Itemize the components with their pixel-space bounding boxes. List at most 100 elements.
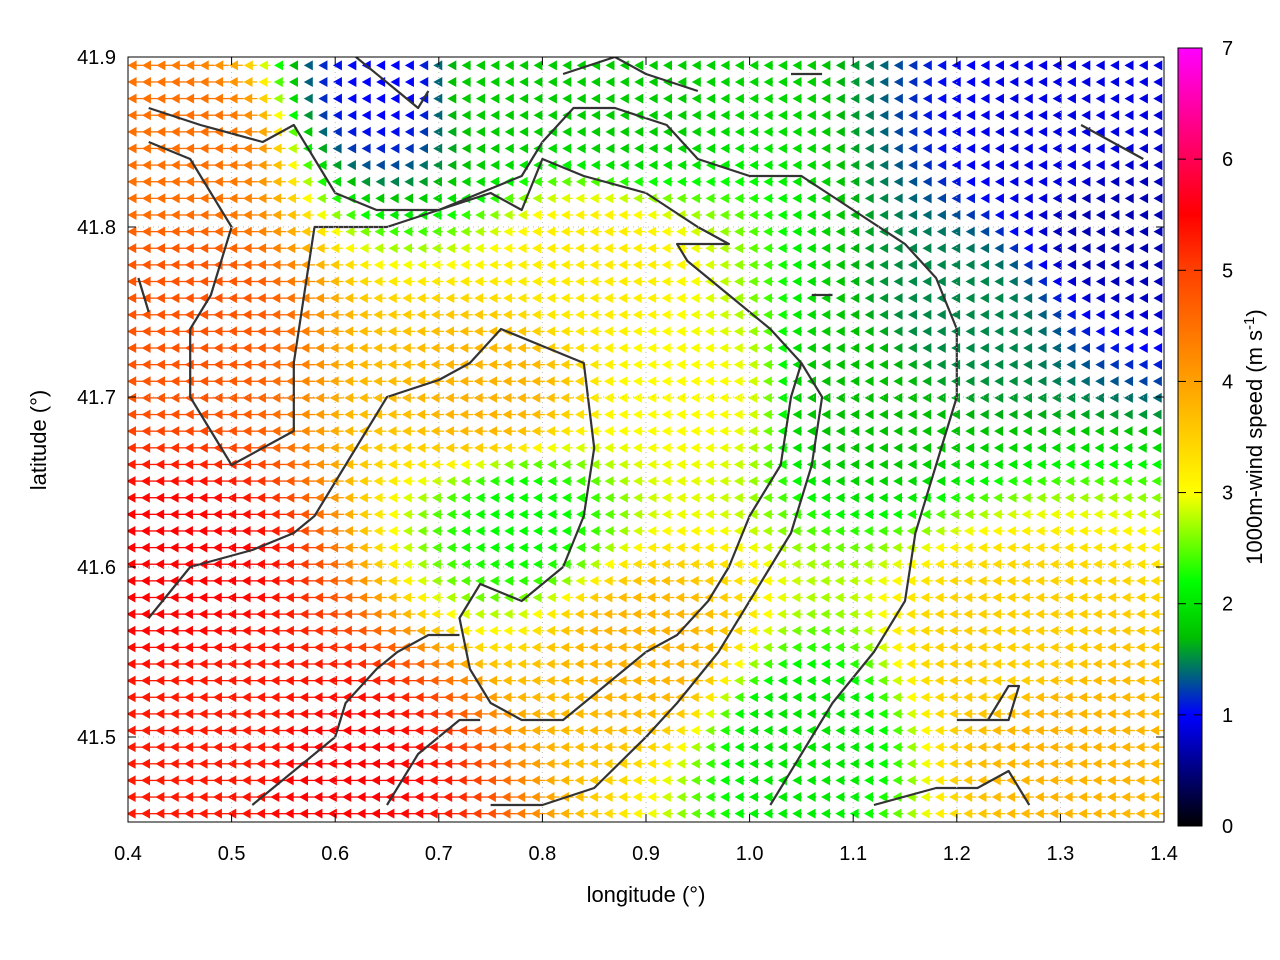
wind-vector — [892, 708, 904, 719]
wind-vector — [560, 692, 574, 703]
wind-vector — [646, 692, 661, 703]
x-tick-label: 0.5 — [218, 843, 246, 865]
wind-vector — [849, 758, 860, 769]
wind-vector — [878, 708, 889, 719]
wind-vector — [1078, 808, 1092, 819]
wind-vector — [1034, 692, 1049, 703]
wind-vector — [948, 758, 962, 769]
wind-vector — [863, 808, 875, 819]
wind-vector — [1135, 758, 1150, 769]
wind-vector — [777, 675, 788, 686]
wind-vector — [1006, 792, 1020, 803]
wind-vector — [603, 792, 617, 803]
wind-vector — [806, 675, 817, 686]
wind-vector — [820, 675, 831, 686]
wind-vector — [963, 708, 977, 719]
wind-vector — [444, 675, 460, 686]
y-tick-label: 41.6 — [77, 557, 116, 579]
wind-vector — [472, 758, 489, 769]
wind-vector — [516, 708, 531, 719]
wind-vector — [720, 725, 731, 736]
plot-background — [128, 57, 1164, 822]
wind-vector — [560, 675, 574, 686]
wind-vector — [720, 758, 731, 769]
wind-vector — [502, 692, 517, 703]
wind-vector — [906, 675, 919, 686]
wind-vector — [617, 742, 632, 753]
wind-vector — [763, 742, 774, 753]
wind-vector — [661, 792, 674, 803]
wind-vector — [763, 758, 774, 769]
wind-vector — [991, 708, 1006, 719]
wind-vector — [516, 775, 532, 786]
wind-vector — [1020, 708, 1035, 719]
wind-vector — [1150, 708, 1164, 719]
wind-vector — [502, 675, 517, 686]
wind-vector — [661, 758, 674, 769]
wind-vector — [603, 808, 617, 819]
wind-vector — [719, 708, 731, 719]
wind-vector — [1078, 792, 1092, 803]
wind-vector — [977, 808, 991, 819]
wind-vector — [835, 725, 846, 736]
wind-vector — [531, 725, 546, 736]
wind-vector — [1077, 742, 1092, 753]
wind-vector — [1106, 808, 1121, 819]
wind-vector — [878, 792, 889, 803]
wind-vector — [1106, 708, 1121, 719]
wind-vector — [934, 792, 948, 803]
wind-vector — [1063, 675, 1078, 686]
wind-vector — [705, 775, 716, 786]
wind-vector — [705, 792, 716, 803]
wind-vector — [458, 675, 474, 686]
wind-vector — [545, 692, 560, 703]
y-tick-label: 41.7 — [77, 387, 116, 409]
wind-vector — [545, 775, 560, 786]
wind-vector — [660, 675, 675, 686]
wind-vector — [1121, 692, 1135, 703]
wind-vector — [948, 692, 962, 703]
wind-vector — [1006, 758, 1020, 769]
wind-vector — [749, 758, 759, 769]
x-axis-label: longitude (°) — [587, 882, 706, 907]
wind-vector — [676, 808, 688, 819]
wind-vector — [1077, 758, 1092, 769]
wind-vector — [877, 675, 889, 686]
wind-vector — [777, 725, 788, 736]
wind-vector — [588, 708, 603, 719]
wind-vector — [574, 742, 588, 753]
x-tick-label: 1.0 — [736, 843, 764, 865]
wind-vector — [486, 775, 503, 786]
wind-vector — [934, 692, 948, 703]
wind-vector — [1035, 675, 1049, 686]
wind-vector — [892, 692, 904, 703]
colorbar-label-end: ) — [1242, 309, 1267, 316]
wind-vector — [1121, 792, 1135, 803]
wind-vector — [1092, 675, 1107, 686]
wind-vector — [1049, 742, 1063, 753]
wind-vector — [1049, 792, 1063, 803]
colorbar-tick-label: 1 — [1222, 705, 1233, 727]
wind-vector — [516, 692, 531, 703]
wind-vector — [920, 708, 933, 719]
wind-vector — [631, 675, 646, 686]
wind-vector — [501, 758, 517, 769]
wind-vector — [1063, 708, 1078, 719]
wind-vector — [906, 808, 918, 819]
wind-vector — [763, 725, 774, 736]
wind-vector — [849, 775, 860, 786]
wind-vector — [618, 792, 631, 803]
wind-vector — [1092, 808, 1107, 819]
wind-vector — [487, 692, 503, 703]
wind-vector — [1135, 792, 1150, 803]
wind-vector — [1092, 692, 1107, 703]
wind-vector — [704, 692, 717, 703]
wind-vector — [835, 758, 846, 769]
wind-vector — [574, 692, 589, 703]
x-tick-label: 0.8 — [528, 843, 556, 865]
wind-vector — [821, 692, 831, 703]
wind-vector — [1063, 692, 1078, 703]
wind-vector — [1006, 725, 1020, 736]
wind-vector — [603, 725, 617, 736]
wind-vector — [763, 792, 774, 803]
